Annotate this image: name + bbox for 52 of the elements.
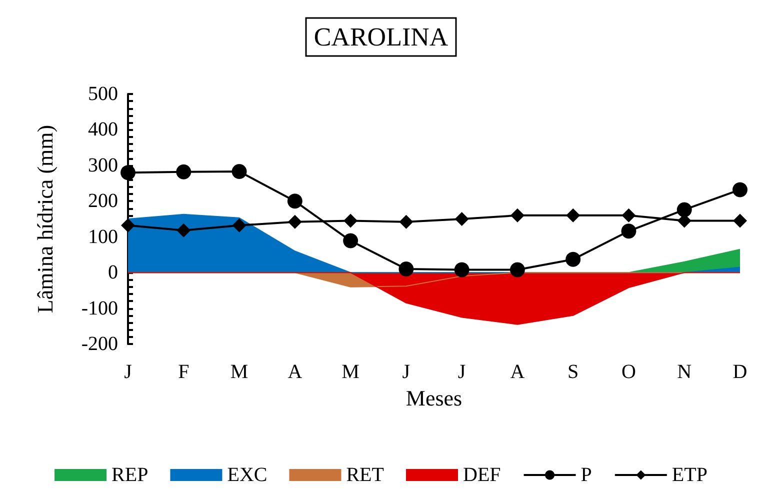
legend-label: P xyxy=(580,464,592,486)
legend-label: REP xyxy=(112,464,148,486)
y-axis-title: Lâmina hídrica (mm) xyxy=(32,124,58,314)
point xyxy=(121,218,135,232)
y-tick-label: 0 xyxy=(108,262,118,284)
x-tick-label: J xyxy=(124,361,132,383)
point xyxy=(232,164,247,179)
point xyxy=(120,165,136,180)
y-tick-label: 200 xyxy=(88,190,118,212)
point xyxy=(732,182,748,198)
y-tick-label: 400 xyxy=(88,118,118,141)
x-tick-label: M xyxy=(230,361,248,383)
point xyxy=(176,223,191,238)
point xyxy=(288,214,302,229)
point xyxy=(343,233,358,248)
point xyxy=(454,262,470,278)
legend-label: EXC xyxy=(227,464,268,486)
x-axis-title: Meses xyxy=(406,385,462,410)
x-tick-label: F xyxy=(178,361,190,383)
point xyxy=(176,164,192,180)
point xyxy=(510,208,524,222)
chart-title: CAROLINA xyxy=(314,22,448,52)
y-tick-label: -100 xyxy=(81,297,118,320)
legend-label: DEF xyxy=(462,464,501,486)
y-tick-label: 500 xyxy=(88,83,118,105)
x-tick-label: S xyxy=(568,361,579,383)
point xyxy=(733,214,747,228)
point xyxy=(621,224,636,239)
point xyxy=(566,252,581,267)
point xyxy=(622,208,636,222)
y-tick-label: 100 xyxy=(88,226,118,248)
legend-label: RET xyxy=(346,464,384,486)
point xyxy=(454,212,469,226)
x-tick-label: M xyxy=(342,361,360,383)
point xyxy=(566,208,580,222)
point xyxy=(287,194,302,209)
point xyxy=(676,202,692,218)
x-tick-label: A xyxy=(288,361,303,383)
x-tick-label: J xyxy=(402,361,410,383)
point xyxy=(510,262,525,278)
point xyxy=(399,214,414,229)
y-tick-label: -200 xyxy=(81,333,118,355)
x-tick-label: D xyxy=(732,361,748,383)
point xyxy=(344,214,358,228)
x-tick-label: N xyxy=(677,361,692,383)
x-tick-label: J xyxy=(458,361,466,383)
x-tick-label: O xyxy=(622,361,636,383)
x-tick-label: A xyxy=(510,361,526,383)
point xyxy=(232,218,246,232)
y-tick-label: 300 xyxy=(88,154,118,176)
point xyxy=(398,262,414,276)
legend-label: ETP xyxy=(672,464,708,486)
